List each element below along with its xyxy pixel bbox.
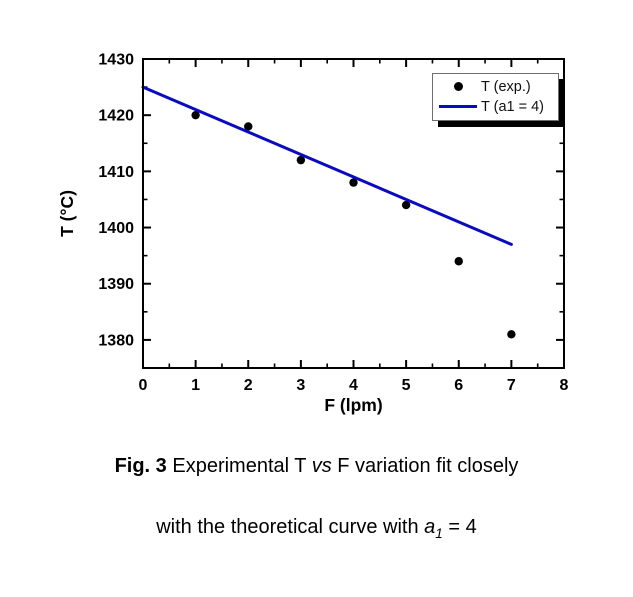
caption-text-run: 1 (435, 526, 443, 541)
caption-text-run: F variation fit closely (331, 455, 519, 477)
x-tick-label: 8 (560, 377, 569, 394)
x-tick-label: 7 (507, 377, 516, 394)
scatter-dot-icon (453, 82, 463, 91)
y-tick-label: 1390 (98, 276, 134, 293)
data-point (349, 178, 358, 187)
caption-text-run: Experimental T (166, 455, 312, 477)
figure-caption-line-2: with the theoretical curve with a1 = 4 (0, 516, 633, 541)
x-tick-label: 4 (349, 377, 358, 394)
t-vs-f-chart: 0 1 2 3 4 5 6 7 8 1380 1390 1400 1410 1420 1430 F (lpm)… (57, 52, 569, 416)
legend-row-theory: T (a1 = 4) (435, 97, 554, 116)
caption-text-run: Fig. 3 (114, 455, 167, 477)
data-point (191, 110, 200, 120)
x-tick-label: 2 (244, 377, 253, 394)
x-tick-label: 3 (296, 377, 305, 394)
y-axis-title: T (°C) (57, 190, 77, 237)
y-tick-label: 1410 (98, 164, 134, 181)
theory-line (141, 85, 513, 246)
data-point (454, 257, 463, 266)
x-tick-label: 6 (454, 377, 463, 394)
chart-legend: T (exp.) T (a1 = 4) (432, 73, 559, 121)
data-point (244, 122, 253, 131)
x-tick-label: 0 (139, 377, 148, 394)
legend-marker-cell (435, 105, 481, 108)
axis-titles: F (lpm) T (°C) (57, 190, 383, 415)
legend-row-exp: T (exp.) (435, 77, 554, 96)
x-tick-label: 5 (402, 377, 411, 394)
caption-text-run: with the theoretical curve with (156, 516, 425, 538)
data-point (507, 330, 516, 339)
plot-frame (142, 58, 565, 369)
data-point (401, 200, 411, 210)
caption-text-run: a (424, 516, 436, 538)
y-tick-label: 1420 (98, 108, 134, 125)
data-series (141, 85, 516, 339)
caption-text-run: = 4 (442, 516, 477, 538)
x-axis-title: F (lpm) (324, 395, 382, 415)
y-tick-label: 1380 (98, 332, 134, 349)
chart-area: 0 1 2 3 4 5 6 7 8 1380 1390 1400 1410 1420 1430 F (lpm)… (57, 52, 569, 416)
legend-marker-cell (435, 82, 481, 91)
y-tick-label: 1400 (98, 220, 134, 237)
axis-tick-labels: 0 1 2 3 4 5 6 7 8 1380 1390 1400 1410 1420 1430 (98, 52, 568, 395)
figure-caption-line-1: Fig. 3 Experimental T vs F variation fit… (0, 455, 633, 478)
caption-text-run: vs (311, 455, 332, 477)
line-swatch-icon (439, 105, 477, 108)
data-point (296, 155, 306, 165)
x-tick-label: 1 (191, 377, 200, 394)
legend-label-exp: T (exp.) (481, 78, 531, 95)
legend-label-theory: T (a1 = 4) (481, 98, 544, 115)
y-tick-label: 1430 (98, 52, 134, 69)
